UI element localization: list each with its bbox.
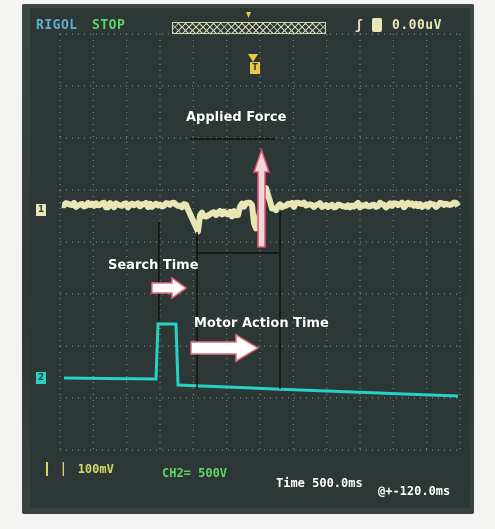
graticule-grid: [59, 33, 461, 451]
trigger-edge-icon: ʃ: [355, 18, 364, 33]
ch1-scale-value: 100mV: [77, 462, 114, 476]
run-state-label[interactable]: STOP: [92, 18, 126, 33]
trigger-offset-label: @+-120.0ms: [378, 484, 451, 498]
applied-force-label: Applied Force: [186, 110, 287, 125]
ch2-waveform: [63, 322, 459, 398]
brand-label: RIGOL: [36, 18, 78, 33]
ch2-scale-label: CH2= 500V: [162, 466, 228, 480]
ch1-scale-label: ██ 100mV: [46, 462, 114, 476]
memory-buffer-bar: [172, 22, 326, 34]
timebase-label: Time 500.0ms: [276, 476, 363, 490]
ch1-scale-badge: ██: [46, 462, 65, 476]
ch2-marker[interactable]: 2: [36, 372, 46, 384]
annotation-lines: [158, 138, 281, 389]
trigger-level-marker: T: [250, 62, 260, 74]
trigger-position-marker: [246, 12, 251, 18]
search-time-label: Search Time: [108, 258, 199, 273]
applied-force-arrow-icon: [252, 147, 271, 248]
ch1-marker[interactable]: 1: [36, 204, 46, 216]
oscilloscope-screen: [30, 8, 470, 508]
trigger-t-marker: [248, 54, 258, 62]
motor-action-arrow-icon: [190, 333, 260, 363]
trigger-level-label: 0.00uV: [392, 18, 442, 33]
search-time-arrow-icon: [151, 276, 188, 300]
trigger-source-icon: [372, 18, 382, 32]
motor-action-time-label: Motor Action Time: [194, 316, 329, 331]
